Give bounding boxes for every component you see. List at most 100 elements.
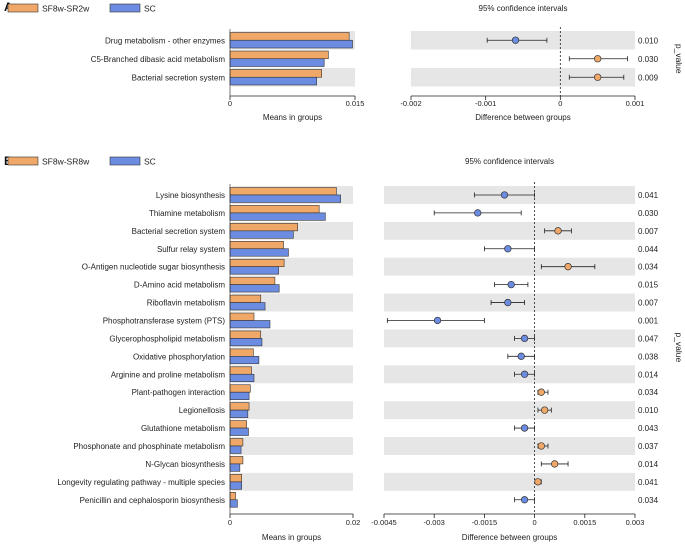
panel-b-ci-tick-label: -0.0015: [472, 518, 497, 527]
panel-b-category-label: N-Glycan biosynthesis: [145, 460, 225, 469]
panel-a-bar-3-g2: [229, 76, 317, 86]
panel-b-p-value: 0.014: [638, 460, 659, 469]
panel-b-category-label: Bacterial secretion system: [132, 227, 226, 236]
panel-b-ci-18-point: [520, 496, 529, 504]
panel-b-bar-band: [232, 365, 353, 384]
panel-b-bar-9-g2: [229, 338, 263, 347]
panel-b-bar-8-g1: [229, 312, 255, 321]
panel-b-bar-18-g1: [229, 492, 236, 501]
panel-b-p-value: 0.047: [638, 334, 659, 343]
panel-b-bar-tick-label: 0.02: [346, 518, 361, 527]
panel-b-category-label: D-Amino acid metabolism: [134, 281, 225, 290]
panel-b-p-value: 0.043: [638, 424, 659, 433]
panel-b-ci-4-point: [504, 245, 512, 253]
panel-b-category-label: Legionellosis: [179, 406, 225, 415]
panel-b-bar-13-g2: [229, 409, 249, 418]
panel-b-bar-13-g1: [229, 402, 250, 411]
panel-b-ci-14-point: [520, 424, 529, 432]
panel-b-ci-band: [384, 437, 635, 455]
panel-b-legend-swatch-2: [109, 156, 141, 166]
panel-b-bar-3-g1: [229, 223, 298, 232]
panel-b-category-label: Lysine biosynthesis: [156, 191, 225, 200]
panel-a-ci-tick-label: 0.001: [626, 99, 645, 108]
panel-b-category-label: Riboflavin metabolism: [147, 299, 226, 308]
panel-b-category-label: O-Antigen nucleotide sugar biosynthesis: [82, 263, 225, 272]
panel-b-ci-5-point: [564, 263, 572, 271]
panel-a-bar-1-g1: [229, 32, 350, 41]
panel-b-bar-10-g2: [229, 356, 260, 365]
panel-b-bar-16-g1: [229, 456, 244, 465]
panel-a-ci-2-point: [594, 55, 602, 63]
panel-b-bar-14-g2: [229, 427, 249, 436]
panel-a-ci-tick-label: -0.002: [400, 99, 421, 108]
panel-b-p-value: 0.007: [638, 299, 659, 308]
panel-b-bar-axis-label: Means in groups: [262, 533, 321, 542]
panel-b-bar-6-g2: [229, 284, 280, 293]
panel-b-category-label: Oxidative phosphorylation: [133, 352, 225, 361]
panel-b-category-label: Glycerophospholipid metabolism: [109, 334, 225, 343]
panel-b-bar-10-g1: [229, 348, 254, 357]
panel-a-legend-swatch-1: [7, 3, 39, 13]
panel-b-category-label: Thiamine metabolism: [149, 209, 225, 218]
panel-a-bar-axis-label: Means in groups: [263, 113, 322, 122]
panel-b-bar-band: [232, 472, 353, 491]
panel-b-bar-1-g1: [229, 187, 337, 196]
panel-b-bar-15-g1: [229, 438, 244, 447]
panel-b-ci-17-point: [534, 478, 542, 486]
panel-a-ci-axis-label: Difference between groups: [475, 113, 570, 122]
panel-a-legend-label-1: SF8w-SR2w: [42, 4, 90, 14]
panel-b-p-value: 0.038: [638, 352, 659, 361]
panel-b-category-label: Longevity regulating pathway - multiple …: [57, 478, 225, 487]
panel-b-bar-4-g1: [229, 240, 284, 250]
panel-b-bar-17-g2: [229, 481, 242, 490]
panel-a-bar-2-g2: [229, 58, 325, 67]
panel-a-category-label: Bacterial secretion system: [132, 73, 226, 82]
panel-b-ci-tick-label: 0.0015: [573, 518, 596, 527]
panel-b-p-value: 0.034: [638, 263, 659, 272]
panel-b-ci-axis-label: Difference between groups: [462, 533, 557, 542]
panel-b-category-label: Glutathione metabolism: [141, 424, 225, 433]
panel-b-bar-tick-label: 0: [228, 518, 232, 527]
panel-b-ci-9-point: [520, 334, 529, 343]
panel-b-ci-tick-label: -0.0045: [371, 518, 396, 527]
panel-b-ci-title: 95% confidence intervals: [465, 157, 554, 166]
panel-b-ci-band: [384, 221, 635, 240]
panel-b-category-label: Arginine and proline metabolism: [111, 370, 226, 379]
panel-b-ci-tick-label: 0: [533, 518, 537, 527]
panel-b-ci-15-point: [537, 442, 545, 450]
panel-b-bar-14-g1: [229, 420, 247, 429]
panel-b-bar-11-g2: [229, 373, 255, 383]
panel-a-bar-3-g1: [229, 69, 322, 78]
panel-b-legend-label-1: SF8w-SR8w: [42, 157, 90, 167]
panel-b-ci-11-point: [520, 370, 529, 378]
panel-b-bar-11-g1: [229, 366, 252, 375]
panel-b-ci-12-point: [537, 388, 545, 396]
panel-b-category-label: Penicillin and cephalosporin biosynthesi…: [80, 496, 225, 505]
panel-b-bar-7-g2: [229, 302, 266, 311]
panel-b-bar-3-g2: [229, 230, 294, 239]
panel-a-bar-tick-label: 0.015: [346, 99, 365, 108]
panel-b-bar-18-g2: [229, 499, 238, 508]
panel-b-p-value: 0.010: [638, 406, 659, 415]
panel-b-p-value: 0.015: [638, 281, 659, 290]
panel-b-category-label: Phosphonate and phosphinate metabolism: [73, 442, 225, 451]
panel-b-category-label: Phosphotransferase system (PTS): [103, 316, 226, 325]
panel-a-bar-2-g1: [229, 50, 329, 60]
panel-b-p-value: 0.041: [638, 191, 659, 200]
panel-b-ci-band: [384, 401, 635, 420]
panel-b-bar-band: [232, 437, 353, 455]
panel-b-bar-1-g2: [229, 194, 341, 203]
panel-b-bar-16-g2: [229, 463, 241, 472]
panel-b-ci-band: [384, 257, 635, 276]
panel-b-p-value: 0.037: [638, 442, 659, 451]
panel-a-bar-tick-label: 0: [228, 99, 232, 108]
panel-b-category-label: Sulfur relay system: [157, 245, 225, 254]
panel-a-p-label: p_value: [674, 44, 684, 74]
panel-b-p-label: p_value: [674, 332, 684, 362]
panel-b-ci-6-point: [507, 280, 515, 289]
panel-b-bar-5-g2: [229, 266, 279, 275]
panel-a-ci-title: 95% confidence intervals: [479, 4, 568, 13]
panel-b-ci-band: [384, 365, 635, 384]
panel-b-bar-2-g1: [229, 205, 320, 214]
